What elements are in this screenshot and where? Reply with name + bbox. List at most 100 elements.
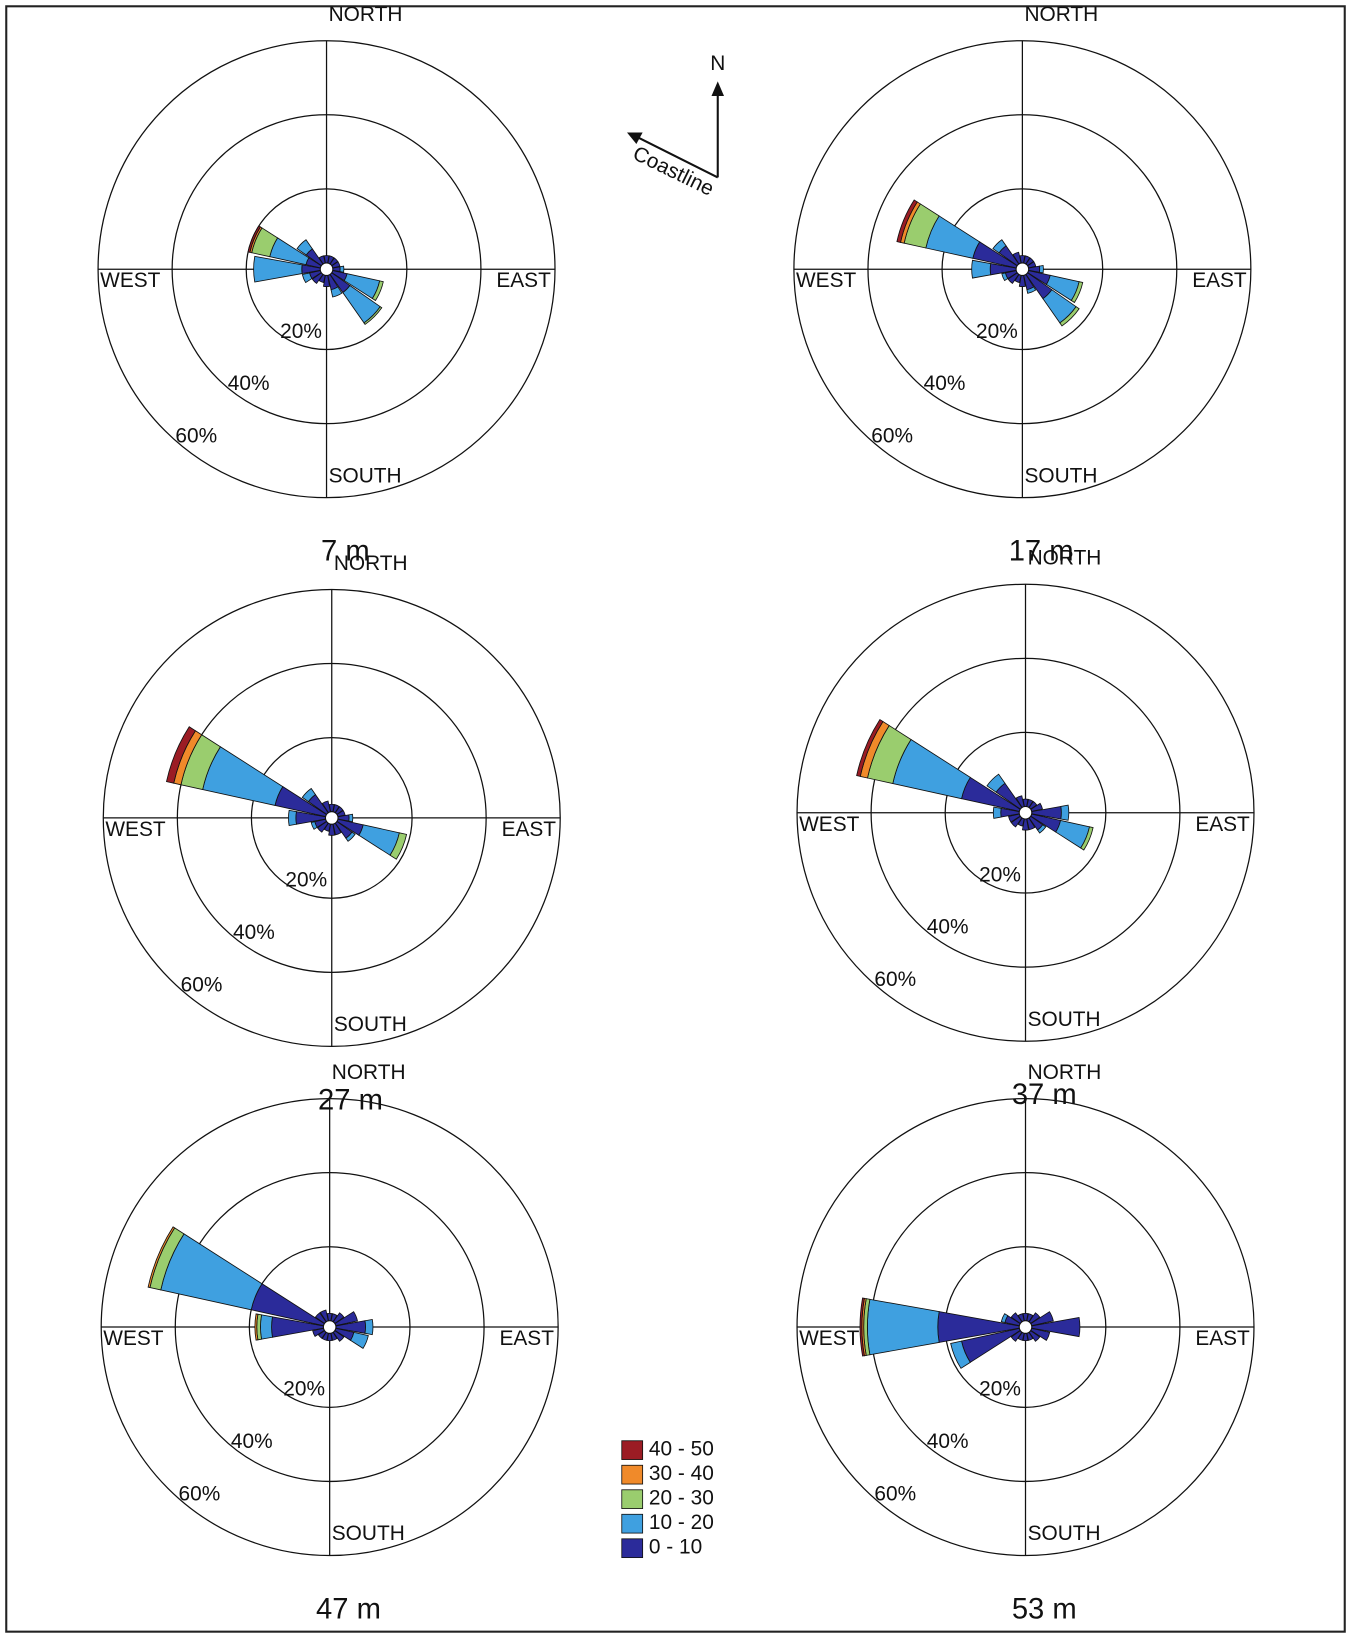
ring-label: 40% bbox=[927, 916, 969, 939]
ring-label: 60% bbox=[874, 968, 916, 991]
petal-segment bbox=[296, 239, 313, 256]
legend-swatch bbox=[621, 1513, 644, 1534]
direction-label: EAST bbox=[496, 269, 551, 292]
center-hole bbox=[1018, 805, 1033, 820]
petal-segment bbox=[345, 831, 356, 842]
petal-segment bbox=[330, 286, 343, 298]
petal-segment bbox=[1001, 272, 1009, 282]
ring-label: 20% bbox=[976, 320, 1018, 343]
legend-swatch bbox=[621, 1538, 644, 1559]
chart-title: 7 m bbox=[321, 536, 370, 568]
petal-segment bbox=[992, 806, 1002, 819]
petal-segment bbox=[856, 718, 884, 777]
petal-segment bbox=[310, 821, 318, 830]
legend-label: 40 - 50 bbox=[649, 1438, 714, 1461]
ring-label: 60% bbox=[181, 973, 223, 996]
direction-label: SOUTH bbox=[1028, 1008, 1101, 1031]
petal-segment bbox=[986, 773, 1006, 793]
direction-label: WEST bbox=[799, 813, 860, 836]
legend-label: 10 - 20 bbox=[649, 1511, 714, 1534]
petal-segment bbox=[165, 726, 197, 784]
ring-label: 20% bbox=[285, 869, 327, 892]
petal-segment bbox=[1070, 281, 1084, 304]
ring-label: 60% bbox=[874, 1482, 916, 1505]
petal-segment bbox=[1036, 824, 1047, 834]
center-hole bbox=[324, 811, 339, 825]
direction-label: EAST bbox=[499, 1327, 554, 1350]
legend-label: 20 - 30 bbox=[649, 1487, 714, 1510]
ring-label: 60% bbox=[871, 425, 913, 448]
center-hole bbox=[322, 1320, 337, 1334]
petal-segment bbox=[288, 809, 297, 827]
ring-label: 60% bbox=[179, 1482, 221, 1505]
direction-label: SOUTH bbox=[329, 464, 402, 487]
petal-segment bbox=[301, 272, 313, 284]
petal-segment bbox=[349, 1331, 369, 1349]
direction-label: WEST bbox=[105, 818, 166, 841]
legend-label: 0 - 10 bbox=[649, 1536, 702, 1559]
petal-segment bbox=[950, 1340, 971, 1369]
frame bbox=[5, 5, 1346, 1633]
ring-label: 40% bbox=[228, 372, 270, 395]
north-arrow-head bbox=[711, 81, 725, 97]
direction-label: EAST bbox=[502, 818, 557, 841]
direction-label: EAST bbox=[1195, 1327, 1250, 1350]
chart-title: 17 m bbox=[1009, 536, 1074, 568]
petal-segment bbox=[1038, 265, 1044, 274]
direction-label: SOUTH bbox=[334, 1013, 407, 1036]
ring-label: 20% bbox=[979, 1378, 1021, 1401]
petal-segment bbox=[389, 832, 408, 860]
petal-segment bbox=[363, 306, 383, 326]
chart-title: 27 m bbox=[318, 1084, 383, 1116]
petal-segment bbox=[253, 255, 303, 283]
petal-segment bbox=[971, 259, 992, 279]
petal-segment bbox=[1080, 826, 1094, 851]
petal-segment bbox=[301, 787, 317, 803]
petal-segment bbox=[247, 225, 262, 253]
coastline-arrow bbox=[637, 136, 719, 179]
direction-label: NORTH bbox=[1028, 547, 1102, 570]
direction-label: NORTH bbox=[1024, 3, 1098, 26]
center-hole bbox=[1018, 1320, 1033, 1334]
legend-swatch bbox=[621, 1464, 644, 1485]
petal-segment bbox=[866, 1298, 940, 1356]
chart-title: 47 m bbox=[316, 1594, 381, 1626]
petal-segment bbox=[371, 280, 384, 302]
ring-label: 40% bbox=[231, 1430, 273, 1453]
direction-label: NORTH bbox=[334, 552, 408, 575]
direction-label: NORTH bbox=[329, 3, 403, 26]
center-hole bbox=[1015, 262, 1030, 276]
direction-label: WEST bbox=[799, 1327, 860, 1350]
ring-label: 20% bbox=[283, 1378, 325, 1401]
ring-label: 40% bbox=[927, 1430, 969, 1453]
direction-label: EAST bbox=[1195, 813, 1250, 836]
chart-title: 53 m bbox=[1012, 1594, 1077, 1626]
direction-label: SOUTH bbox=[1028, 1522, 1101, 1545]
chart-title: 37 m bbox=[1012, 1079, 1077, 1111]
petal-segment bbox=[339, 265, 345, 273]
petal-segment bbox=[992, 239, 1007, 254]
petal-segment bbox=[147, 1226, 176, 1289]
direction-label: NORTH bbox=[1028, 1061, 1102, 1084]
petal-segment bbox=[1000, 1313, 1009, 1324]
north-label: N bbox=[710, 52, 725, 75]
petal-segment bbox=[1026, 286, 1037, 294]
ring-label: 20% bbox=[280, 320, 322, 343]
petal-segment bbox=[859, 1297, 865, 1357]
center-hole bbox=[319, 262, 334, 276]
direction-label: SOUTH bbox=[332, 1522, 405, 1545]
direction-label: WEST bbox=[100, 269, 161, 292]
direction-label: WEST bbox=[796, 269, 857, 292]
petal-segment bbox=[348, 813, 354, 823]
petal-segment bbox=[254, 1313, 259, 1341]
direction-label: NORTH bbox=[332, 1061, 406, 1084]
direction-label: SOUTH bbox=[1024, 464, 1097, 487]
ring-label: 40% bbox=[233, 921, 275, 944]
petal-segment bbox=[1060, 804, 1070, 821]
petal-segment bbox=[364, 1318, 374, 1336]
petal-segment bbox=[896, 199, 918, 243]
petal-segment bbox=[260, 1314, 273, 1340]
direction-label: WEST bbox=[103, 1327, 164, 1350]
legend-swatch bbox=[621, 1489, 644, 1509]
